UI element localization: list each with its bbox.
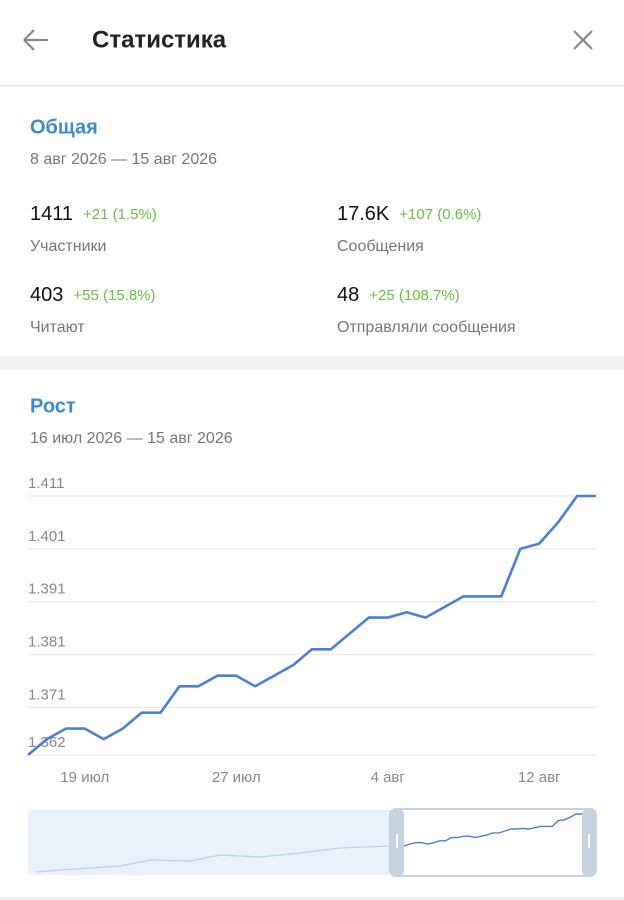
- navigator-shade: [28, 810, 390, 875]
- section-period: 16 июл 2026 — 15 авг 2026: [30, 430, 233, 447]
- y-tick-label: 1.401: [28, 528, 66, 545]
- stat-value: 48: [337, 284, 359, 306]
- stat-label: Участники: [30, 238, 106, 255]
- navigator[interactable]: [28, 808, 597, 877]
- y-tick-label: 1.371: [28, 686, 66, 703]
- navigator-line: [403, 813, 582, 847]
- close-button[interactable]: [573, 30, 593, 50]
- stat-delta: +25 (108.7%): [369, 287, 459, 304]
- stat-delta: +107 (0.6%): [399, 206, 481, 223]
- stat-value: 17.6K: [337, 203, 390, 225]
- handle-grip: [588, 834, 590, 848]
- y-tick-label: 1.362: [28, 734, 66, 751]
- x-tick-label: 27 июл: [212, 769, 261, 786]
- bottom-divider: [0, 897, 624, 900]
- line: [27, 494, 596, 756]
- section-divider: [0, 356, 624, 370]
- navigator-history: [35, 845, 391, 873]
- stats: 1411 +21 (1.5%) Участники 17.6K +107 (0.6%) С…: [30, 203, 516, 336]
- stat-label: Отправляли сообщения: [337, 319, 516, 336]
- stat-line: 1411 +21 (1.5%): [30, 203, 157, 225]
- back-icon: [23, 29, 48, 51]
- stat-label: Сообщения: [337, 238, 424, 255]
- x-tick-label: 4 авг: [371, 769, 406, 786]
- chart: 1.362 1.371 1.381 1.391 1.401 1.411 19 июл 27 и…: [27, 475, 596, 786]
- x-tick-label: 19 июл: [60, 769, 109, 786]
- stat-delta: +55 (15.8%): [73, 287, 155, 304]
- stat-line: 48 +25 (108.7%): [337, 284, 460, 306]
- y-tick-label: 1.381: [28, 634, 66, 651]
- y-tick-label: 1.411: [28, 475, 64, 492]
- section-period: 8 авг 2026 — 15 авг 2026: [30, 151, 217, 168]
- stat-delta: +21 (1.5%): [83, 206, 157, 223]
- header-divider: [0, 85, 624, 87]
- y-tick-label: 1.391: [28, 581, 66, 598]
- section-title: Рост: [30, 395, 76, 417]
- stat-line: 403 +55 (15.8%): [30, 284, 156, 306]
- stat-value: 1411: [30, 203, 73, 225]
- x-tick-label: 12 авг: [518, 769, 561, 786]
- stat-label: Читают: [30, 319, 85, 336]
- section-title: Общая: [30, 116, 98, 138]
- back-button[interactable]: [23, 29, 48, 51]
- handle-grip: [396, 834, 398, 848]
- header-title: Статистика: [92, 26, 227, 53]
- close-icon: [573, 30, 593, 50]
- stat-value: 403: [30, 284, 63, 306]
- stat-line: 17.6K +107 (0.6%): [337, 203, 481, 225]
